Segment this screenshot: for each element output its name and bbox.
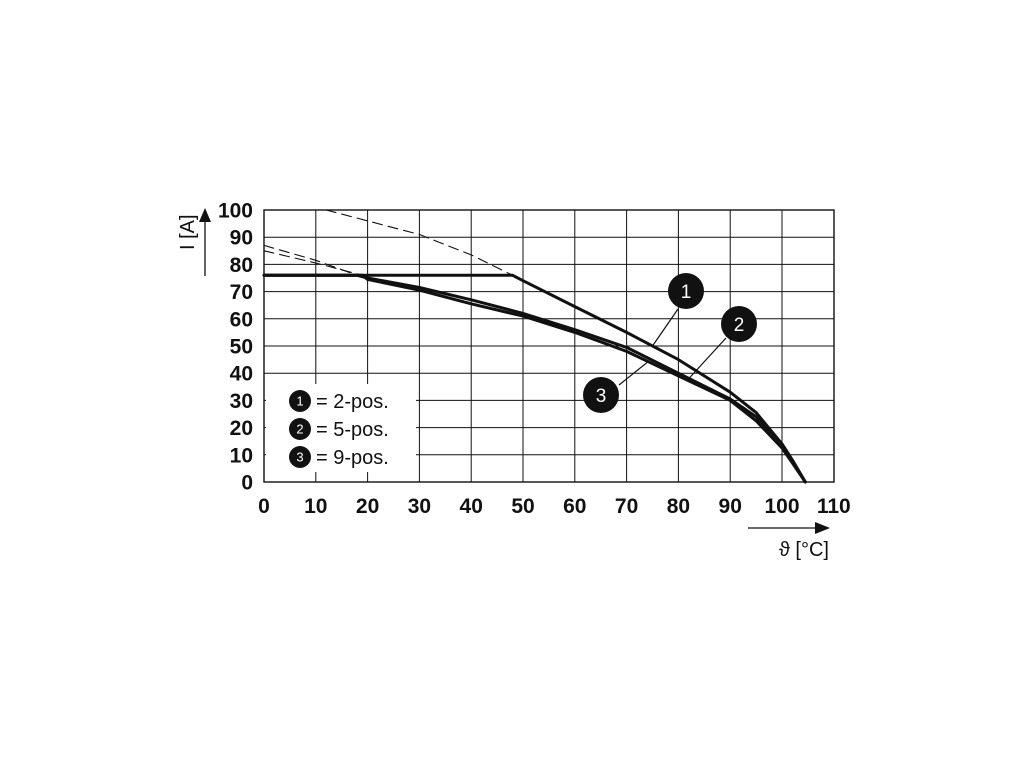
- callout-leader-2: [688, 337, 727, 380]
- callout-badge-1: [668, 273, 704, 309]
- y-tick-label: 10: [230, 444, 253, 467]
- legend-marker: [289, 418, 311, 440]
- callout-badge-3: [583, 377, 619, 413]
- x-tick-label: 50: [511, 495, 534, 518]
- y-tick-label: 0: [241, 472, 253, 495]
- legend-marker-number: 2: [296, 422, 303, 437]
- series-layer: [262, 209, 807, 484]
- y-tick-label: 90: [230, 227, 253, 250]
- legend-marker: [289, 390, 311, 412]
- x-axis-label: ϑ [°C]: [779, 539, 829, 561]
- y-tick-label: 40: [230, 363, 253, 386]
- x-tick-label: 60: [563, 495, 586, 518]
- x-tick-label: 80: [667, 495, 690, 518]
- series-line-1-extrapolated: [325, 209, 514, 276]
- legend-marker-number: 1: [296, 394, 303, 409]
- legend-label: = 5-pos.: [316, 419, 389, 441]
- callout-number-3: 3: [596, 386, 607, 407]
- legend: 1 = 2-pos. 2 = 5-pos. 3 = 9-pos.: [266, 384, 416, 472]
- x-axis-label-group: ϑ [°C]: [748, 522, 830, 561]
- y-axis-label-group: I [A]: [177, 208, 211, 276]
- legend-label: = 9-pos.: [316, 447, 389, 469]
- callout-leader-3: [618, 361, 648, 386]
- callout-badge-2: [721, 306, 757, 342]
- y-tick-label: 80: [230, 254, 253, 277]
- y-tick-label: 30: [230, 390, 253, 413]
- y-tick-label: 70: [230, 281, 253, 304]
- y-axis-arrowhead: [199, 208, 211, 222]
- tick-labels: 0 10 20 30 40 50 60 70 80 90 100 0 10 20 30 40 50 60 70 80 9…: [218, 200, 851, 519]
- series-line-3: [262, 273, 807, 484]
- callout-leader-1: [652, 308, 679, 347]
- x-tick-label: 100: [764, 495, 799, 518]
- series-line-2-extrapolated: [263, 244, 358, 276]
- x-tick-label: 30: [408, 495, 431, 518]
- y-tick-label: 20: [230, 417, 253, 440]
- series-line-3-extrapolated: [263, 250, 363, 276]
- y-tick-label: 100: [218, 200, 253, 223]
- x-tick-label: 110: [817, 495, 851, 518]
- x-tick-label: 40: [460, 495, 483, 518]
- x-tick-label: 20: [356, 495, 379, 518]
- legend-marker: [289, 446, 311, 468]
- y-tick-label: 50: [230, 336, 253, 359]
- y-axis-label: I [A]: [177, 214, 199, 250]
- x-tick-label: 70: [615, 495, 638, 518]
- x-tick-label: 10: [304, 495, 327, 518]
- legend-marker-number: 3: [296, 450, 303, 465]
- annotations: 1 2 3: [583, 273, 757, 413]
- x-tick-label: 90: [719, 495, 742, 518]
- y-tick-label: 60: [230, 308, 253, 331]
- callout-number-1: 1: [681, 282, 692, 303]
- x-axis-arrowhead: [815, 522, 830, 534]
- legend-label: = 2-pos.: [316, 391, 389, 413]
- x-tick-label: 0: [258, 495, 270, 518]
- series-line-2: [262, 273, 807, 484]
- callout-number-2: 2: [734, 315, 745, 336]
